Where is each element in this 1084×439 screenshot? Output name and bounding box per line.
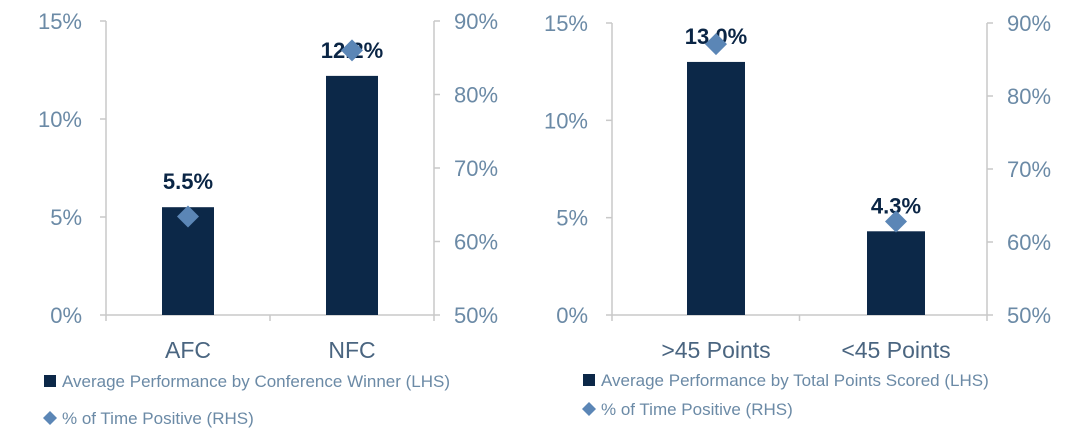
legend-label-bar: Average Performance by Total Points Scor… xyxy=(601,371,989,390)
chart-panel-2: 0%5%10%15%50%60%70%80%90%13.0%>45 Points… xyxy=(544,11,1051,419)
left-tick-label: 15% xyxy=(38,9,82,34)
left-tick-label: 15% xyxy=(544,11,588,36)
right-tick-label: 80% xyxy=(454,83,498,108)
bar xyxy=(687,61,745,315)
right-tick-label: 90% xyxy=(454,9,498,34)
left-tick-label: 0% xyxy=(556,303,588,328)
left-tick-label: 10% xyxy=(38,107,82,132)
marker-point xyxy=(341,39,363,62)
legend-label-bar: Average Performance by Conference Winner… xyxy=(62,372,450,391)
legend-marker-swatch xyxy=(582,402,596,416)
bar xyxy=(326,75,378,315)
category-label: >45 Points xyxy=(661,337,770,363)
right-tick-label: 50% xyxy=(454,303,498,328)
marker-point xyxy=(885,210,907,233)
right-tick-label: 60% xyxy=(1007,230,1051,255)
left-tick-label: 0% xyxy=(50,303,82,328)
chart-panel-1: 0%5%10%15%50%60%70%80%90%5.5%AFC12.2%NFC… xyxy=(38,9,498,428)
category-label: <45 Points xyxy=(841,337,950,363)
right-tick-label: 50% xyxy=(1007,303,1051,328)
right-tick-label: 70% xyxy=(454,156,498,181)
category-label: NFC xyxy=(328,337,375,363)
right-tick-label: 90% xyxy=(1007,11,1051,36)
legend-bar-swatch xyxy=(583,374,595,386)
marker-point xyxy=(177,205,199,228)
legend-marker-swatch xyxy=(43,411,57,425)
left-tick-label: 5% xyxy=(556,206,588,231)
left-tick-label: 5% xyxy=(50,205,82,230)
left-tick-label: 10% xyxy=(544,108,588,133)
right-tick-label: 70% xyxy=(1007,157,1051,182)
legend-label-marker: % of Time Positive (RHS) xyxy=(62,409,254,428)
bar xyxy=(867,231,925,315)
legend-label-marker: % of Time Positive (RHS) xyxy=(601,400,793,419)
right-tick-label: 80% xyxy=(1007,84,1051,109)
right-tick-label: 60% xyxy=(454,230,498,255)
category-label: AFC xyxy=(165,337,211,363)
bar-data-label: 5.5% xyxy=(163,169,213,194)
legend-bar-swatch xyxy=(44,375,56,387)
marker-point xyxy=(705,33,727,56)
